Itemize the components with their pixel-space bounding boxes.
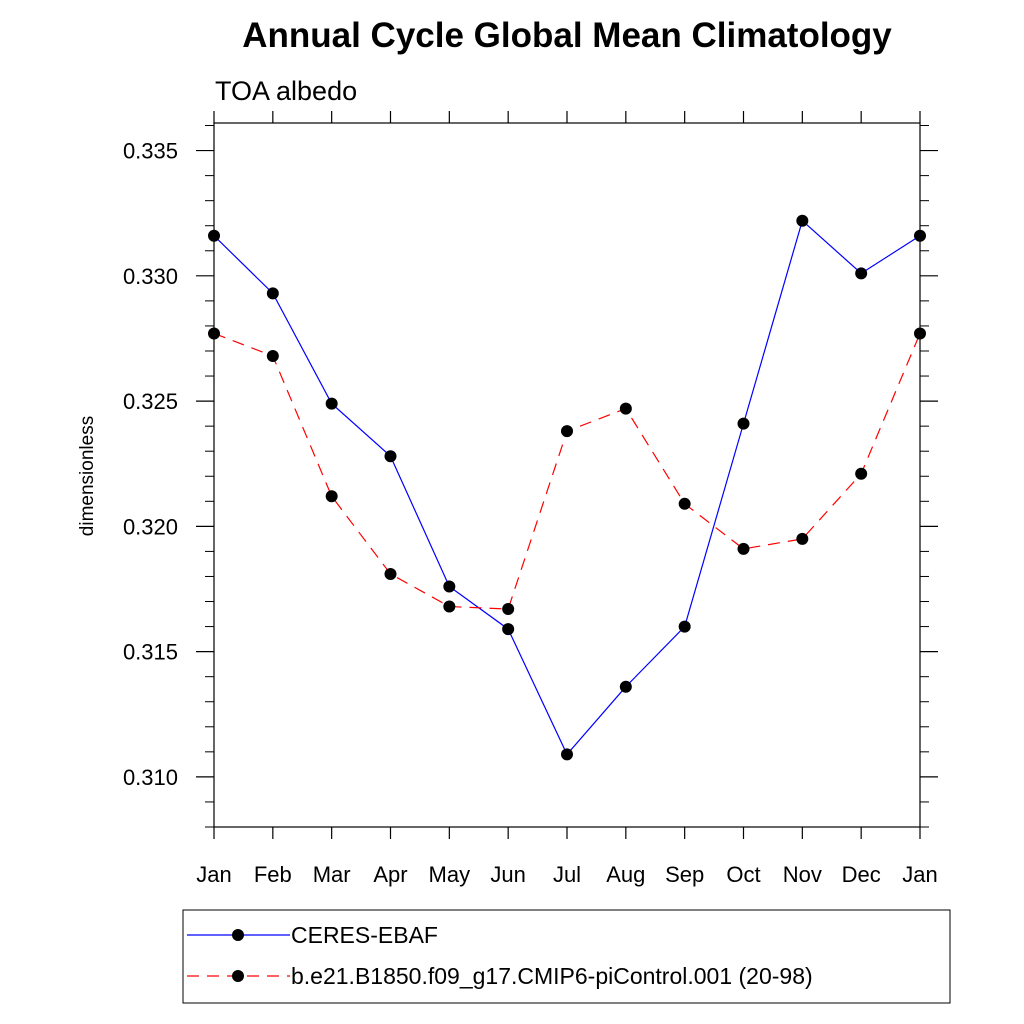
x-tick-label: Sep [665,862,704,887]
x-tick-label: Feb [254,862,292,887]
legend: CERES-EBAF b.e21.B1850.f09_g17.CMIP6-piC… [182,909,951,1004]
legend-label-series-2: b.e21.B1850.f09_g17.CMIP6-piControl.001 … [291,963,813,989]
x-tick-label: Jun [490,862,525,887]
series-2-point [678,497,691,510]
series-1-point [737,417,750,430]
series-2-point [325,490,338,503]
y-tick-label: 0.330 [123,264,178,289]
series-2-point [737,542,750,555]
y-tick-label: 0.335 [123,139,178,164]
x-tick-label: Oct [726,862,760,887]
y-tick-label: 0.310 [123,765,178,790]
x-tick-label: Jan [902,862,937,887]
series-1-point [502,623,515,636]
chart-title: Annual Cycle Global Mean Climatology [242,16,892,55]
series-line-1 [213,219,921,756]
y-tick-label: 0.325 [123,389,178,414]
series-1-point [266,287,279,300]
legend-box [182,909,951,1004]
x-tick-label: May [429,862,471,887]
legend-label-series-1: CERES-EBAF [291,922,438,948]
y-tick-labels: 0.310 0.315 0.320 0.325 0.330 0.335 [123,139,178,790]
series-2-point [796,532,809,545]
series-1-point [384,450,397,463]
series-line-2 [213,332,921,610]
series-2-point [384,567,397,580]
series-1-point [443,580,456,593]
series-2-point [561,425,573,438]
series-1-point [855,267,868,280]
y-tick-label: 0.320 [123,514,178,539]
series-1-point [619,680,632,693]
x-tick-label: Nov [783,862,822,887]
x-tick-label: Jul [553,862,581,887]
y-axis-label: dimensionless [77,416,98,536]
x-tick-label: Dec [842,862,881,887]
series-2-point [855,467,868,480]
y-tick-label: 0.315 [123,640,178,665]
series-1-point [561,748,573,761]
x-tick-label: Jan [196,862,231,887]
axis-ticks [196,111,938,839]
x-tick-label: Mar [313,862,351,887]
series-2-point [502,603,515,616]
series-2-point [619,402,632,415]
legend-marker-series-2 [232,970,244,982]
x-tick-label: Aug [606,862,645,887]
series-1-point [678,620,691,633]
legend-marker-series-1 [232,929,244,941]
series-1-point [325,397,338,410]
data-series [208,214,926,761]
series-1-point [796,214,809,227]
series-2-point [266,349,279,362]
x-tick-labels: Jan Feb Mar Apr May Jun Jul Aug Sep Oct Nov Dec Jan [196,862,937,887]
x-tick-label: Apr [373,862,407,887]
chart-subtitle: TOA albedo [215,76,357,106]
plot-frame [213,122,921,828]
series-2-point [443,600,456,613]
